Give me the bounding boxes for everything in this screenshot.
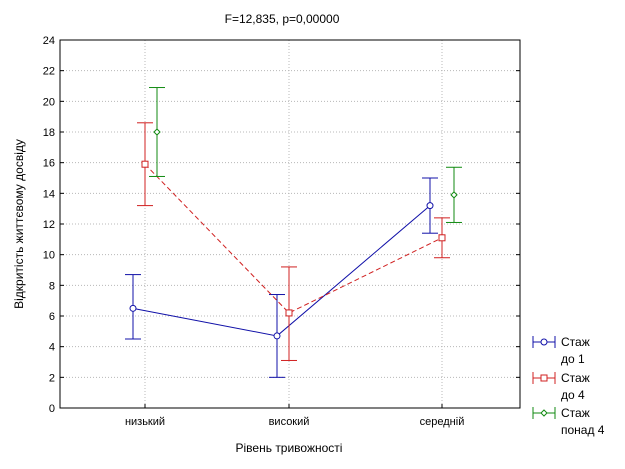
chart-title: F=12,835, p=0,00000 [225,12,340,26]
legend-item-2: Стаж до 4 [532,371,590,402]
y-tick-label: 14 [43,188,55,200]
y-tick-label: 6 [49,311,55,323]
y-tick-label: 20 [43,96,55,108]
y-tick-label: 24 [43,35,55,47]
mean-point [273,332,281,340]
legend-label: Стаж [561,406,590,420]
x-tick-label: середній [420,416,465,428]
x-axis-label: Рівень тривожності [236,441,343,455]
legend-item-1: Стаж до 1 [532,335,590,366]
mean-point [129,304,137,312]
series-layer [125,87,462,378]
series-2 [137,122,450,361]
mean-point [450,191,458,199]
mean-point [540,338,548,346]
y-tick-label: 16 [43,158,55,170]
mean-point [285,309,293,317]
y-tick-label: 4 [49,342,55,354]
y-tick-label: 12 [43,219,55,231]
y-tick-label: 18 [43,127,55,139]
series-3 [149,87,462,223]
legend-label: Стаж [561,371,590,385]
legend-label: Стаж [561,335,590,349]
x-axis: низький високий середній [125,404,464,428]
grid-lines [60,40,520,408]
mean-point [426,202,434,210]
mean-point [153,128,161,136]
y-tick-label: 8 [49,280,55,292]
y-tick-label: 10 [43,250,55,262]
y-tick-label: 2 [49,372,55,384]
legend-label: до 1 [561,352,585,366]
series-line [144,163,443,314]
legend: Стаж до 1 Стаж до 4 Стаж понад 4 [532,335,605,437]
legend-label: до 4 [561,388,585,402]
legend-item-3: Стаж понад 4 [532,406,605,437]
mean-point [540,409,548,417]
y-tick-label: 0 [49,403,55,415]
mean-point [141,160,149,168]
series-1 [125,177,438,378]
legend-label: понад 4 [561,423,605,437]
series-line [132,205,431,337]
x-tick-label: низький [125,416,165,428]
y-axis-label: Відкритість життєвому досвіду [12,139,26,309]
mean-point [438,234,446,242]
y-tick-label: 22 [43,66,55,78]
x-tick-label: високий [269,416,310,428]
mean-point [540,374,548,382]
